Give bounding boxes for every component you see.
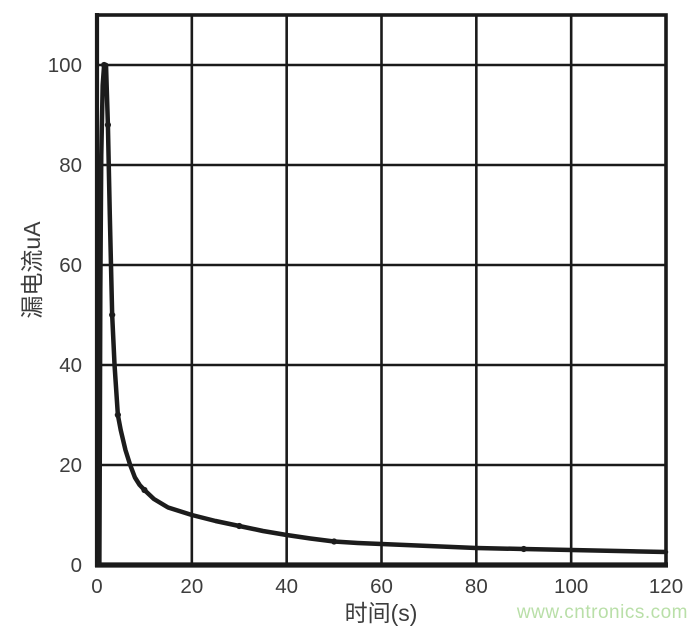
y-tick-label: 80 — [59, 154, 82, 177]
data-point-marker — [236, 522, 243, 530]
data-point-marker — [330, 538, 338, 545]
x-tick-label: 60 — [370, 575, 393, 598]
x-tick-label: 40 — [275, 575, 298, 598]
x-tick-label: 0 — [91, 575, 102, 598]
data-point-marker — [109, 311, 116, 319]
data-point-marker — [101, 61, 108, 69]
y-tick-label: 60 — [59, 254, 82, 277]
y-tick-label: 40 — [59, 354, 82, 377]
data-point-marker — [114, 411, 121, 419]
y-tick-label: 100 — [48, 54, 82, 77]
y-axis-title: 漏电流uA — [19, 221, 45, 319]
watermark-text: www.cntronics.com — [516, 602, 688, 623]
x-tick-label: 120 — [649, 575, 683, 598]
data-point-marker — [141, 486, 148, 494]
x-axis-title: 时间(s) — [344, 600, 418, 626]
x-tick-label: 100 — [554, 575, 588, 598]
x-tick-label: 80 — [465, 575, 488, 598]
y-tick-label: 0 — [71, 554, 82, 577]
x-tick-label: 20 — [180, 575, 203, 598]
data-point-marker — [520, 545, 527, 553]
data-point-marker — [104, 121, 112, 129]
y-tick-label: 20 — [59, 454, 82, 477]
